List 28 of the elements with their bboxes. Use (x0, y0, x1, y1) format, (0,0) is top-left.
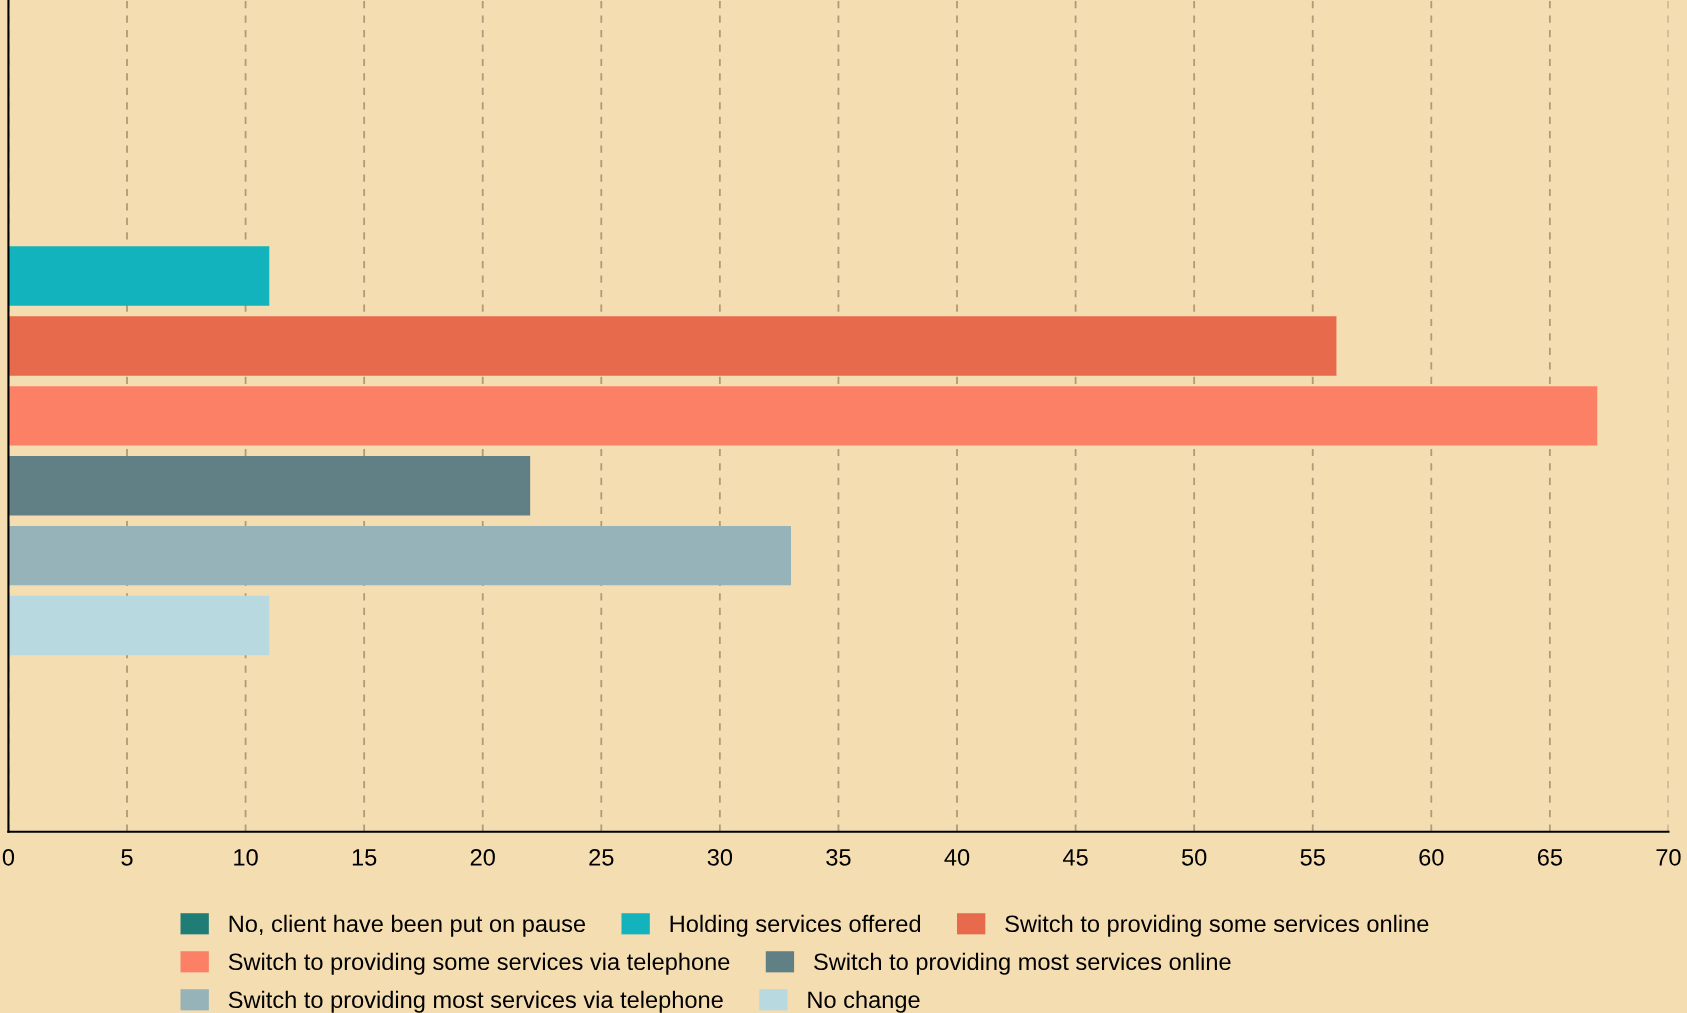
x-tick-label: 25 (589, 848, 614, 866)
x-tick-label: 55 (1300, 849, 1325, 866)
x-tick-label: 30 (707, 848, 733, 866)
x-tick-label: 5 (121, 849, 133, 866)
legend-label: Switch to providing most services online (814, 952, 1231, 975)
legend-label: Switch to providing some services online (1005, 914, 1429, 937)
x-tick-label: 50 (1181, 848, 1207, 866)
x-tick-label: 15 (352, 849, 377, 866)
legend-label: Switch to providing some services via telephone (228, 952, 730, 975)
bar (8, 386, 1598, 446)
legend-label: No change (808, 990, 920, 1013)
x-tick-label: 20 (470, 848, 495, 866)
bar (8, 316, 1337, 376)
x-tick-label: 35 (826, 848, 851, 866)
x-tick-label: 65 (1537, 848, 1563, 866)
bar (8, 525, 792, 586)
bar (8, 246, 270, 306)
bar (8, 595, 270, 656)
legend-label: Holding services offered (670, 914, 921, 937)
legend-label: Switch to providing most services via telephone (228, 990, 723, 1013)
x-tick-label: 70 (1656, 848, 1681, 866)
x-tick-label: 45 (1063, 849, 1088, 866)
x-tick-label: 10 (234, 848, 258, 866)
bar (8, 456, 531, 516)
x-tick-label: 40 (944, 848, 970, 866)
x-tick-label: 0 (2, 848, 15, 866)
legend-label: No, client have been put on pause (229, 914, 586, 937)
x-tick-label: 60 (1419, 848, 1444, 866)
